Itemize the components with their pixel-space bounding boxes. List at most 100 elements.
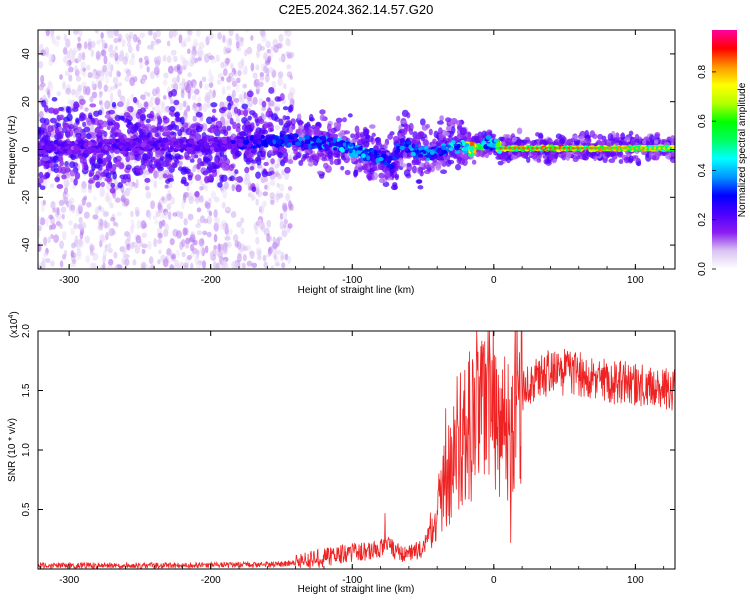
- spectrogram-band-cell: [250, 159, 258, 164]
- spectrogram-noise-cell: [45, 217, 49, 227]
- spectrogram-noise-cell: [216, 79, 222, 85]
- spectrogram-noise-cell: [199, 179, 203, 186]
- spectrogram-noise-cell: [56, 206, 60, 216]
- spectrogram-noise-cell: [216, 172, 220, 181]
- spectrogram-noise-cell: [157, 238, 163, 245]
- spectrogram-noise-cell: [187, 254, 192, 261]
- spectrogram-noise-cell: [178, 34, 183, 44]
- spectrogram-band-cell: [220, 129, 227, 135]
- spectrogram-band-cell: [106, 124, 111, 131]
- spectrogram-band-cell: [100, 171, 107, 177]
- spectrogram-noise-cell: [99, 234, 105, 243]
- spectrogram-ridge-cell: [143, 146, 150, 150]
- spectrogram-ridge-cell: [125, 142, 131, 147]
- spectrogram-ridge-cell: [91, 139, 96, 144]
- spectrogram-band-cell: [241, 103, 249, 110]
- spectrogram-carrier-point: [558, 147, 562, 150]
- spectrogram-band-cell: [53, 167, 59, 174]
- spectrogram-noise-cell: [81, 181, 87, 190]
- spectrogram-noise-cell: [237, 253, 242, 263]
- spectrogram-noise-cell: [95, 50, 101, 60]
- spectrogram-noise-cell: [39, 217, 46, 226]
- spectrogram-band-cell: [79, 157, 84, 164]
- spectrogram-noise-cell: [265, 40, 271, 49]
- spectrogram-noise-cell: [121, 38, 126, 48]
- spectrogram-noise-cell: [125, 69, 131, 77]
- spectrogram-noise-cell: [235, 84, 240, 93]
- spectrogram-noise-cell: [92, 214, 99, 220]
- spectrogram-band-cell: [326, 123, 332, 132]
- spectrogram-band-cell: [188, 125, 196, 131]
- spectrogram-noise-cell: [186, 36, 191, 43]
- spectrogram-noise-cell: [99, 192, 105, 198]
- spectrogram-noise-cell: [285, 193, 291, 202]
- spectrogram-noise-cell: [212, 260, 217, 269]
- spectrogram-band-cell: [411, 165, 418, 174]
- spectrogram-band-cell: [372, 163, 377, 171]
- spectrogram-ridge-cell: [227, 143, 233, 149]
- spectrogram-ridge-cell: [406, 140, 412, 145]
- spectrogram-ridge-cell: [135, 147, 141, 152]
- spectrogram-band-cell: [649, 134, 655, 143]
- spectrogram-band-cell: [40, 123, 47, 131]
- spectrogram-ridge-cell: [370, 155, 376, 160]
- spectrogram-noise-cell: [238, 39, 244, 48]
- spectrogram-band-cell: [392, 135, 400, 142]
- spectrogram-band-cell: [105, 172, 112, 179]
- spectrogram-band-cell: [43, 104, 49, 113]
- spectrogram-band-cell: [258, 115, 263, 123]
- spectrogram-band-cell: [636, 161, 642, 167]
- spectrogram-noise-cell: [100, 49, 107, 57]
- spectrogram-band-cell: [196, 163, 201, 170]
- spectrogram-band-cell: [385, 170, 391, 177]
- spectrogram-band-cell: [526, 156, 531, 163]
- spectrogram-noise-cell: [64, 70, 71, 77]
- spectrogram-noise-cell: [274, 164, 280, 169]
- spectrogram-band-cell: [285, 120, 293, 126]
- spectrogram-noise-cell: [48, 53, 54, 63]
- spectrogram-band-cell: [117, 161, 125, 170]
- spectrogram-band-cell: [320, 131, 328, 136]
- spectrogram-band-cell: [471, 159, 477, 165]
- spectrogram-band-cell: [174, 124, 180, 131]
- spectrogram-noise-cell: [144, 60, 149, 66]
- spectrogram-noise-cell: [234, 102, 239, 108]
- spectrogram-ridge-cell: [496, 141, 501, 148]
- spectrogram-noise-cell: [89, 96, 94, 103]
- spectrogram-band-cell: [524, 139, 532, 144]
- spectrogram-noise-cell: [131, 52, 135, 60]
- spectrogram-noise-cell: [257, 249, 262, 259]
- spectrogram-band-cell: [227, 102, 232, 111]
- spectrogram-band-cell: [249, 110, 256, 116]
- spectrogram-noise-cell: [88, 182, 92, 190]
- spectrogram-carrier-point: [649, 147, 652, 150]
- spectrogram-ridge-cell: [418, 147, 423, 151]
- spectrogram-noise-cell: [141, 75, 146, 84]
- spectrogram-band-cell: [634, 138, 640, 143]
- spectrogram-noise-cell: [223, 112, 228, 117]
- spectrogram-noise-cell: [289, 203, 294, 211]
- spectrogram-carrier-point: [640, 147, 643, 150]
- spectrogram-noise-cell: [287, 185, 293, 191]
- spectrogram-noise-cell: [203, 53, 210, 63]
- spectrogram-noise-cell: [161, 219, 166, 227]
- spectrogram-noise-cell: [59, 240, 64, 249]
- spectrogram-noise-cell: [166, 40, 171, 47]
- spectrogram-noise-cell: [221, 86, 226, 95]
- spectrogram-band-cell: [463, 155, 469, 161]
- spectrogram-band-cell: [279, 92, 285, 101]
- spectrogram-band-cell: [267, 123, 274, 130]
- spectrogram-band-cell: [42, 156, 50, 162]
- spectrogram-noise-cell: [155, 210, 161, 218]
- spectrogram-band-cell: [73, 178, 78, 186]
- spectrogram-noise-cell: [107, 242, 112, 249]
- spectrogram-band-cell: [126, 128, 132, 135]
- spectrogram-noise-cell: [75, 75, 82, 82]
- spectrogram-noise-cell: [141, 232, 148, 239]
- spectrogram-noise-cell: [279, 220, 284, 230]
- spectrogram-carrier-point: [585, 147, 589, 150]
- spectrogram-noise-cell: [181, 239, 186, 248]
- spectrogram-band-cell: [447, 159, 455, 165]
- spectrogram-band-cell: [274, 96, 281, 102]
- spectrogram-band-cell: [411, 159, 417, 166]
